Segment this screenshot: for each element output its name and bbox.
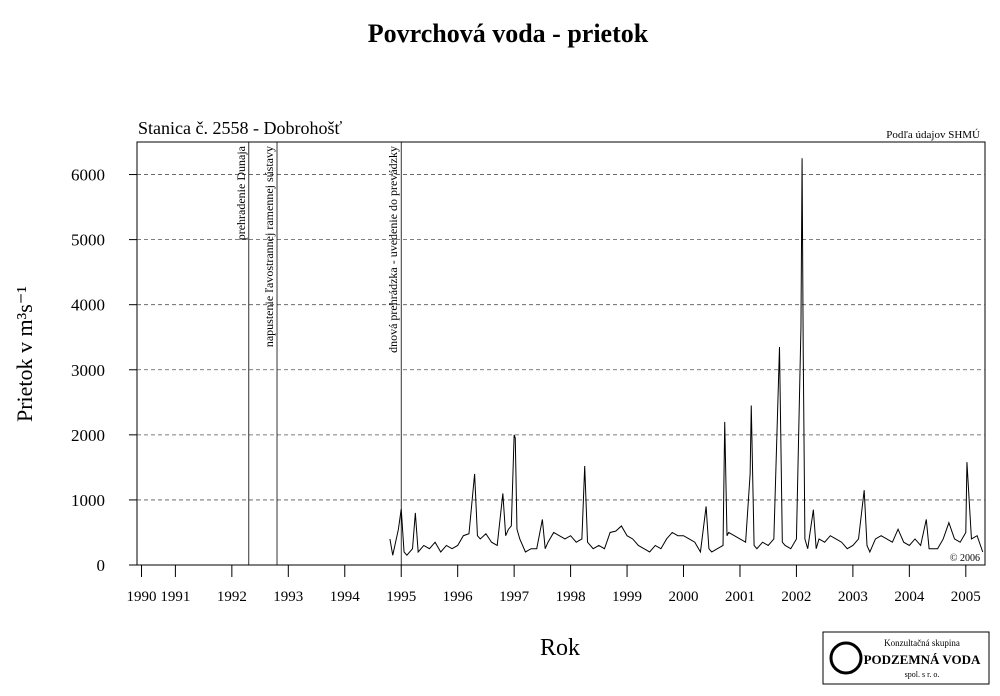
x-tick-label: 1995 [386, 589, 416, 605]
annotation: napustenie ľavostrannej ramennej sústavy [262, 146, 276, 347]
x-axis-label: Rok [540, 635, 580, 661]
logo-line: PODZEMNÁ VODA [864, 652, 981, 667]
x-tick-label: 1994 [330, 589, 361, 605]
x-tick-label: 1993 [273, 589, 303, 605]
annotation: prehradenie Dunaja [234, 145, 248, 240]
y-tick-label: 3000 [71, 361, 105, 380]
y-tick-label: 2000 [71, 426, 105, 445]
x-tick-label: 1996 [443, 589, 474, 605]
data-line [389, 158, 984, 557]
x-tick-label: 2003 [838, 589, 868, 605]
logo-line: spol. s r. o. [905, 670, 940, 679]
y-tick-label: 4000 [71, 296, 105, 315]
logo-box [822, 631, 990, 685]
y-tick-label: 6000 [71, 166, 105, 185]
x-tick-label: 1999 [612, 589, 642, 605]
x-tick-label: 2005 [951, 589, 981, 605]
logo: Konzultačná skupina PODZEMNÁ VODA spol. … [822, 631, 990, 685]
source-note: Podľa údajov SHMÚ [886, 129, 980, 141]
y-tick-label: 1000 [71, 491, 105, 510]
x-tick-label: 1992 [217, 589, 247, 605]
x-tick-label: 2004 [894, 589, 925, 605]
x-tick-label: 1997 [499, 589, 530, 605]
x-tick-label: 1998 [556, 589, 586, 605]
x-tick-label: 2002 [781, 589, 811, 605]
y-axis-label: Prietok v m³s⁻¹ [12, 286, 37, 422]
chart-title: Povrchová voda - prietok [368, 19, 649, 48]
chart-subtitle: Stanica č. 2558 - Dobrohošť [138, 118, 342, 138]
annotation: dnová prehrádzka - uvedenie do prevádzky [386, 146, 400, 353]
x-tick-label: 1990 [127, 589, 157, 605]
y-tick-label: 0 [97, 556, 106, 575]
y-tick-label: 5000 [71, 231, 105, 250]
plot-frame [136, 141, 986, 566]
x-tick-label: 2000 [669, 589, 699, 605]
copyright: © 2006 [950, 553, 980, 564]
logo-line: Konzultačná skupina [884, 638, 960, 648]
x-tick-label: 2001 [725, 589, 755, 605]
logo-icon [829, 641, 863, 675]
x-tick-label: 1991 [160, 589, 190, 605]
